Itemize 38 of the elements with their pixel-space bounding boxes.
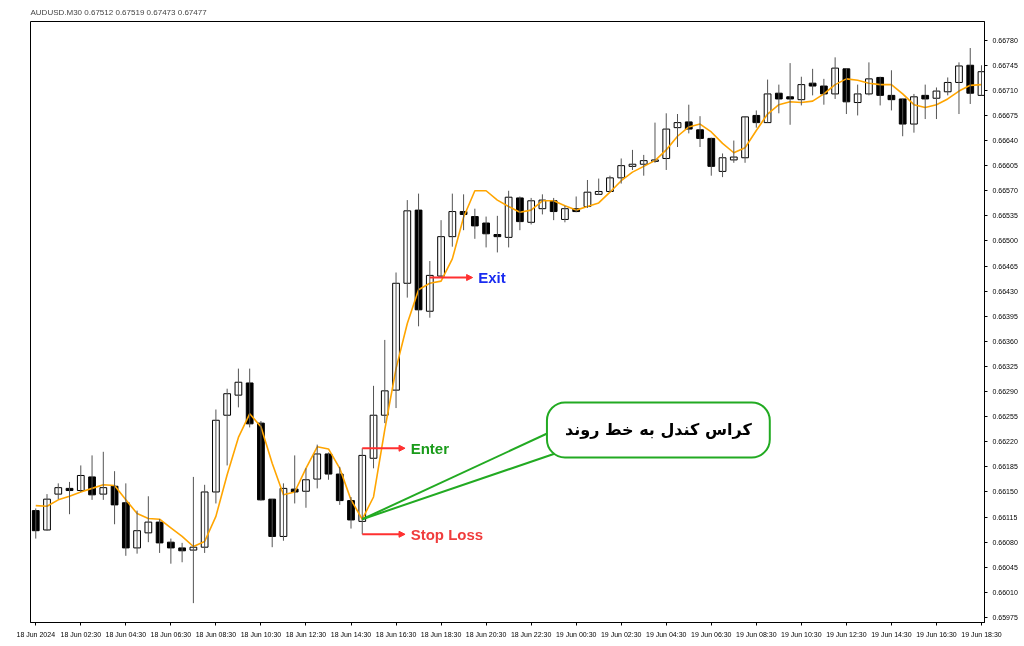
candlestick — [594, 178, 603, 196]
candlestick — [324, 452, 333, 481]
candlestick — [752, 109, 761, 129]
candlestick — [313, 444, 322, 489]
candlestick — [99, 451, 108, 501]
candlestick — [786, 62, 794, 126]
candlestick — [189, 476, 198, 604]
annotation: Exit — [478, 269, 506, 287]
chart-title: AUDUSD.M30 0.67512 0.67519 0.67473 0.67477 — [30, 7, 208, 17]
candlestick — [54, 482, 63, 500]
candlestick — [65, 481, 74, 515]
candlestick — [448, 193, 457, 248]
candlestick — [493, 215, 502, 253]
candlestick — [932, 86, 941, 120]
candlestick — [797, 76, 806, 106]
candlestick — [639, 154, 648, 177]
candlestick — [718, 152, 727, 178]
candlestick — [628, 149, 637, 171]
candlestick — [729, 140, 738, 164]
annotation: کراس کندل به خط روند — [564, 420, 753, 440]
candlestick — [707, 137, 716, 177]
candlestick — [144, 495, 153, 543]
candlestick — [223, 388, 232, 466]
candlestick — [673, 113, 682, 148]
candlestick — [774, 84, 783, 114]
candlestick — [853, 84, 862, 116]
candlestick — [470, 208, 479, 240]
candlestick — [121, 482, 130, 557]
candlestick — [369, 385, 378, 469]
candlestick — [268, 498, 277, 548]
candlestick — [155, 518, 164, 554]
annotation: Enter — [410, 439, 450, 457]
candlestick — [234, 368, 243, 408]
candlestick — [403, 199, 412, 299]
candlestick — [921, 84, 930, 120]
candlestick — [898, 98, 907, 137]
candlestick — [808, 68, 817, 96]
annotation: Stop Loss — [410, 525, 484, 543]
